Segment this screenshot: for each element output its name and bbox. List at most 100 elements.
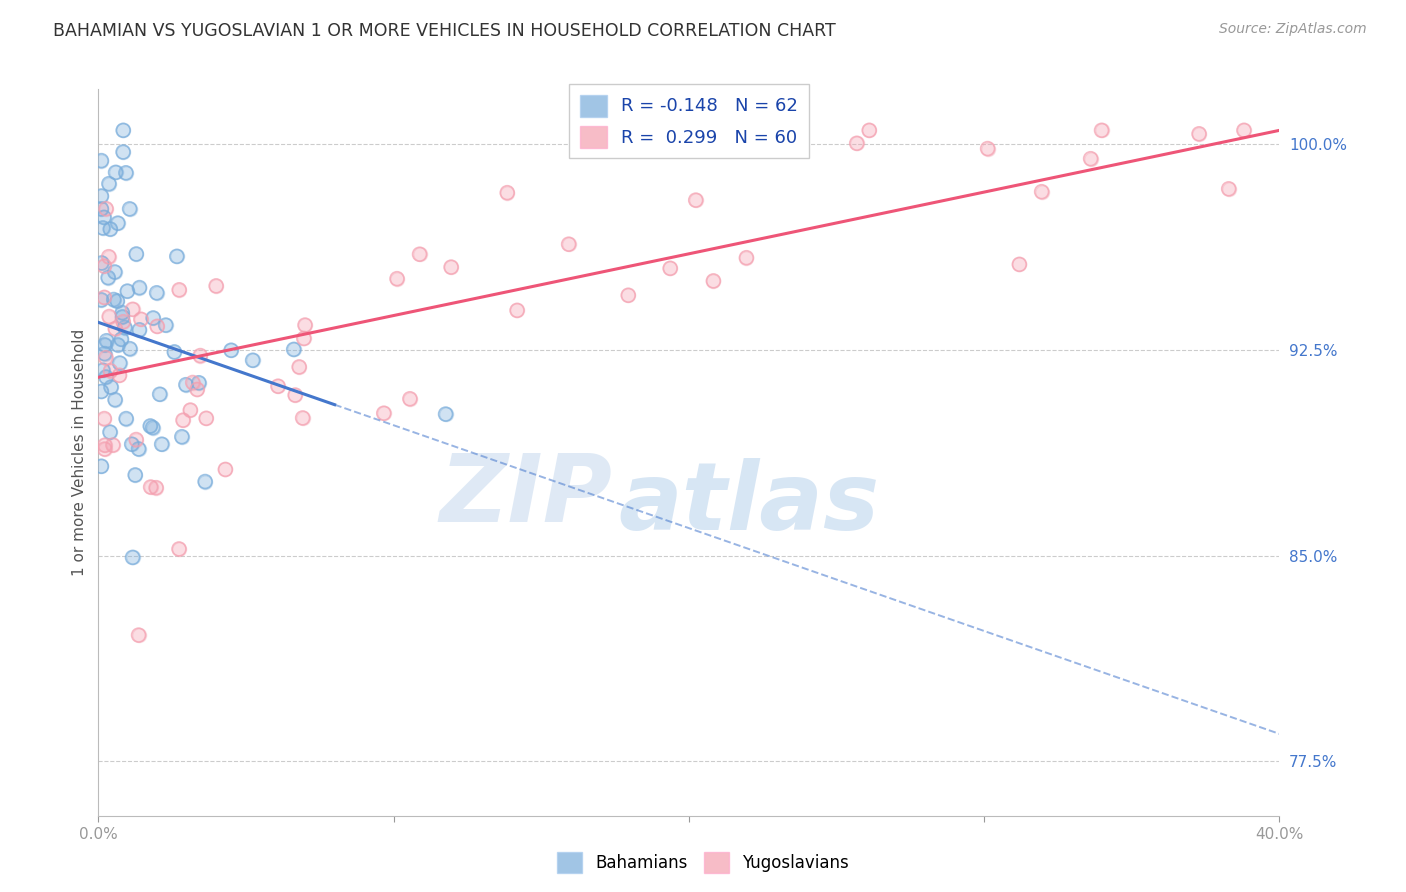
Point <box>90 384 112 399</box>
Point <box>142 420 165 434</box>
Point <box>104 165 127 179</box>
Point <box>373 406 395 420</box>
Point <box>112 315 135 329</box>
Point <box>115 166 138 180</box>
Point <box>188 349 211 363</box>
Point <box>90 459 112 474</box>
Point <box>96 334 118 348</box>
Point <box>408 247 430 261</box>
Point <box>104 321 127 335</box>
Point <box>90 202 112 216</box>
Point <box>214 462 236 476</box>
Point <box>94 351 117 365</box>
Point <box>292 331 315 345</box>
Point <box>111 305 134 319</box>
Point <box>181 376 204 390</box>
Legend: Bahamians, Yugoslavians: Bahamians, Yugoslavians <box>550 846 856 880</box>
Point <box>128 323 150 337</box>
Point <box>172 413 194 427</box>
Point <box>108 368 131 383</box>
Point <box>142 420 165 434</box>
Point <box>115 411 138 425</box>
Point <box>115 166 138 180</box>
Point <box>93 290 115 304</box>
Point <box>557 237 579 252</box>
Point <box>93 442 115 456</box>
Point <box>117 284 139 298</box>
Point <box>146 319 169 334</box>
Point <box>104 392 127 407</box>
Point <box>114 320 136 334</box>
Point <box>117 284 139 298</box>
Point <box>128 628 150 642</box>
Point <box>1031 185 1053 199</box>
Point <box>557 237 579 252</box>
Point <box>1188 127 1211 141</box>
Point <box>283 343 305 357</box>
Point <box>128 628 150 642</box>
Point <box>145 285 167 300</box>
Point <box>125 433 148 447</box>
Point <box>118 342 141 356</box>
Point <box>114 320 136 334</box>
Point <box>167 283 190 297</box>
Point <box>125 433 148 447</box>
Point <box>1008 257 1031 271</box>
Point <box>118 342 141 356</box>
Point <box>121 437 143 451</box>
Text: atlas: atlas <box>619 458 879 549</box>
Point <box>170 430 193 444</box>
Point <box>124 467 146 482</box>
Point <box>976 142 998 156</box>
Point <box>90 459 112 474</box>
Point <box>149 387 172 401</box>
Point <box>125 247 148 261</box>
Point <box>139 419 162 434</box>
Point <box>128 323 150 337</box>
Point <box>104 165 127 179</box>
Point <box>98 222 121 236</box>
Text: Source: ZipAtlas.com: Source: ZipAtlas.com <box>1219 22 1367 37</box>
Point <box>166 249 188 263</box>
Point <box>167 283 190 297</box>
Point <box>434 407 457 421</box>
Point <box>91 363 114 377</box>
Point <box>111 305 134 319</box>
Point <box>110 332 132 346</box>
Point <box>107 338 129 352</box>
Point <box>94 202 117 216</box>
Point <box>98 310 121 324</box>
Point <box>1233 123 1256 137</box>
Point <box>702 274 724 288</box>
Point <box>129 312 152 326</box>
Point <box>139 480 162 494</box>
Point <box>167 541 190 556</box>
Point <box>155 318 177 332</box>
Point <box>103 293 125 307</box>
Point <box>150 437 173 451</box>
Point <box>93 338 115 352</box>
Point <box>155 318 177 332</box>
Point <box>129 312 152 326</box>
Point <box>385 271 408 285</box>
Point <box>94 438 117 452</box>
Point <box>145 481 167 495</box>
Point <box>128 280 150 294</box>
Point <box>685 193 707 207</box>
Point <box>98 310 121 324</box>
Point <box>735 251 758 265</box>
Point <box>91 363 114 377</box>
Point <box>93 346 115 360</box>
Point <box>94 351 117 365</box>
Point <box>845 136 868 151</box>
Point <box>100 364 122 378</box>
Point <box>93 338 115 352</box>
Point <box>506 303 529 318</box>
Point <box>100 380 122 394</box>
Point <box>96 334 118 348</box>
Point <box>124 467 146 482</box>
Point <box>103 293 125 307</box>
Point <box>90 153 112 168</box>
Point <box>93 290 115 304</box>
Point <box>91 221 114 235</box>
